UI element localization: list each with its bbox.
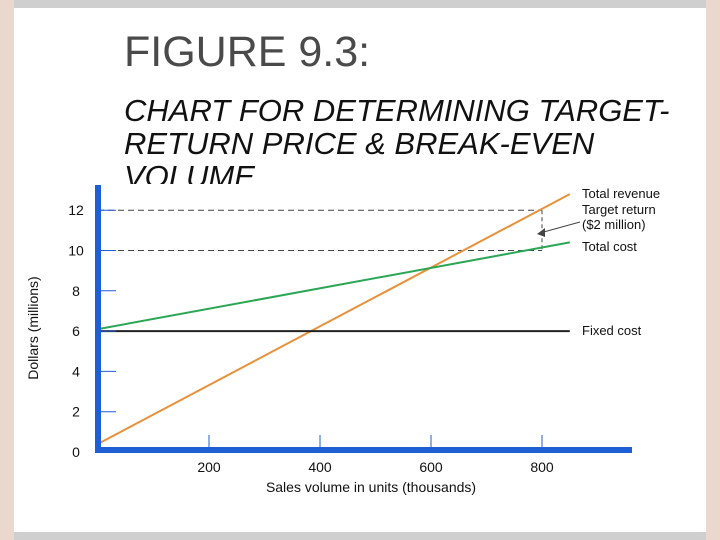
target-return-arrow xyxy=(540,222,580,233)
slide-subtitle: CHART FOR DETERMINING TARGET-RETURN PRIC… xyxy=(124,94,720,184)
x-tick-label: 400 xyxy=(308,459,332,475)
x-tick-label: 200 xyxy=(197,459,221,475)
y-tick-label: 8 xyxy=(72,283,80,299)
target-return-value: ($2 million) xyxy=(582,217,646,232)
break-even-chart: Sales volume in units (thousands) Dollar… xyxy=(14,8,706,532)
y-tick-label: 0 xyxy=(72,444,80,460)
y-tick-label: 4 xyxy=(72,363,80,379)
y-axis-label: Dollars (millions) xyxy=(25,276,41,379)
x-tick-label: 800 xyxy=(530,459,554,475)
y-tick-label: 2 xyxy=(72,404,80,420)
slide: Sales volume in units (thousands) Dollar… xyxy=(14,8,706,532)
slide-frame-bottom xyxy=(0,532,720,540)
slide-frame-right xyxy=(706,0,720,540)
y-tick-label: 12 xyxy=(68,202,84,218)
x-tick-label: 600 xyxy=(419,459,443,475)
series-label-total-revenue: Total revenue xyxy=(582,186,660,201)
chart-marks xyxy=(98,194,580,444)
x-axis-label: Sales volume in units (thousands) xyxy=(266,479,476,495)
target-return-arrowhead xyxy=(537,228,545,237)
slide-frame-left xyxy=(0,0,14,540)
chart-axes xyxy=(95,185,632,453)
series-label-total-cost: Total cost xyxy=(582,239,637,254)
target-return-label: Target return xyxy=(582,202,656,217)
y-tick-label: 6 xyxy=(72,323,80,339)
series-line-total-cost xyxy=(98,242,570,329)
slide-frame-top xyxy=(0,0,720,8)
series-label-fixed-cost: Fixed cost xyxy=(582,323,642,338)
slide-title: FIGURE 9.3: xyxy=(124,28,370,76)
series-line-total-revenue xyxy=(98,194,570,444)
y-tick-label: 10 xyxy=(68,243,84,259)
